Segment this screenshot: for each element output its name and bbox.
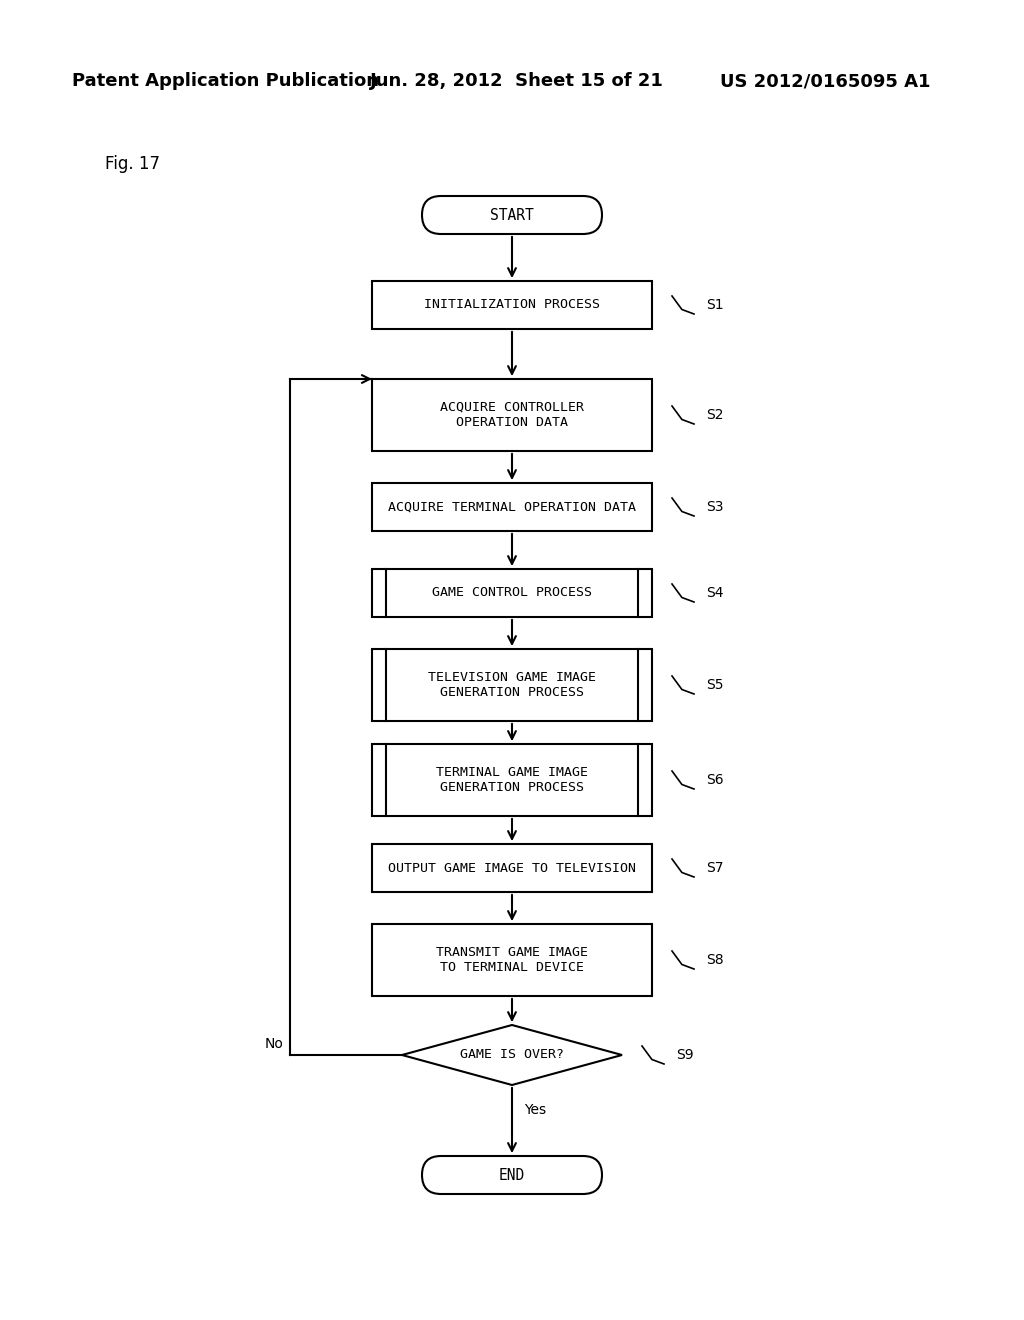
Bar: [372, 649, 652, 721]
FancyBboxPatch shape: [422, 1156, 602, 1195]
Text: TERMINAL GAME IMAGE
GENERATION PROCESS: TERMINAL GAME IMAGE GENERATION PROCESS: [436, 766, 588, 795]
Text: S9: S9: [676, 1048, 693, 1063]
Text: S1: S1: [706, 298, 724, 312]
Text: S8: S8: [706, 953, 724, 968]
Text: GAME IS OVER?: GAME IS OVER?: [460, 1048, 564, 1061]
Text: S7: S7: [706, 861, 724, 875]
Bar: [372, 843, 652, 892]
Bar: [372, 379, 652, 451]
Text: TRANSMIT GAME IMAGE
TO TERMINAL DEVICE: TRANSMIT GAME IMAGE TO TERMINAL DEVICE: [436, 946, 588, 974]
Text: S2: S2: [706, 408, 724, 422]
Text: Jun. 28, 2012  Sheet 15 of 21: Jun. 28, 2012 Sheet 15 of 21: [370, 73, 664, 90]
Text: S3: S3: [706, 500, 724, 513]
Text: OUTPUT GAME IMAGE TO TELEVISION: OUTPUT GAME IMAGE TO TELEVISION: [388, 862, 636, 874]
Text: TELEVISION GAME IMAGE
GENERATION PROCESS: TELEVISION GAME IMAGE GENERATION PROCESS: [428, 671, 596, 700]
Text: GAME CONTROL PROCESS: GAME CONTROL PROCESS: [432, 586, 592, 599]
Text: US 2012/0165095 A1: US 2012/0165095 A1: [720, 73, 931, 90]
Bar: [372, 744, 652, 816]
Text: END: END: [499, 1167, 525, 1183]
Text: S6: S6: [706, 774, 724, 787]
Bar: [372, 483, 652, 531]
Bar: [372, 569, 652, 616]
Bar: [372, 281, 652, 329]
Text: Fig. 17: Fig. 17: [105, 154, 160, 173]
Text: S4: S4: [706, 586, 724, 601]
Text: START: START: [490, 207, 534, 223]
Text: Yes: Yes: [524, 1104, 546, 1117]
Text: INITIALIZATION PROCESS: INITIALIZATION PROCESS: [424, 298, 600, 312]
Polygon shape: [402, 1026, 622, 1085]
Text: No: No: [265, 1038, 284, 1051]
Text: Patent Application Publication: Patent Application Publication: [72, 73, 379, 90]
Bar: [372, 924, 652, 997]
FancyBboxPatch shape: [422, 195, 602, 234]
Text: ACQUIRE CONTROLLER
OPERATION DATA: ACQUIRE CONTROLLER OPERATION DATA: [440, 401, 584, 429]
Text: ACQUIRE TERMINAL OPERATION DATA: ACQUIRE TERMINAL OPERATION DATA: [388, 500, 636, 513]
Text: S5: S5: [706, 678, 724, 692]
